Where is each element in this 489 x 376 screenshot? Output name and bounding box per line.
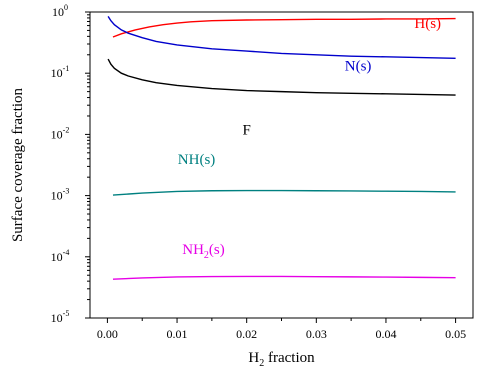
x-tick-label: 0.01 [167, 327, 188, 341]
y-tick-exponent: -2 [63, 125, 70, 134]
x-tick-label: 0.02 [236, 327, 257, 341]
series-label: NH2(s) [182, 242, 225, 261]
series-line [107, 15, 456, 60]
series-label-subscript: 2 [204, 250, 209, 261]
y-tick-base: 10 [51, 311, 63, 325]
series-label: F [243, 122, 251, 138]
y-tick-base: 10 [51, 127, 63, 141]
x-title-rest: fraction [264, 350, 315, 366]
x-title-main: H [248, 350, 259, 366]
y-tick-label: 10-2 [51, 125, 70, 141]
series-line [107, 58, 456, 96]
y-tick-label: 10-5 [51, 309, 70, 325]
series-line [112, 275, 456, 280]
series-label-main: NH(s) [178, 152, 216, 168]
series-label-rest: (s) [209, 242, 225, 258]
y-tick-exponent: 0 [64, 3, 68, 12]
series-label: H(s) [414, 16, 441, 32]
y-tick-label: 100 [52, 3, 68, 19]
y-tick-label: 10-3 [51, 187, 70, 203]
series-label: NH(s) [178, 152, 216, 168]
x-tick-label: 0.03 [306, 327, 327, 341]
x-tick-label: 0.00 [97, 327, 118, 341]
y-tick-base: 10 [51, 189, 63, 203]
y-tick-base: 10 [52, 5, 64, 19]
series-label: N(s) [345, 59, 372, 75]
series-labels: H(s)N(s)FNH(s)NH2(s) [178, 16, 441, 261]
y-tick-base: 10 [51, 66, 63, 80]
x-tick-label: 0.05 [445, 327, 466, 341]
y-tick-exponent: -1 [63, 64, 70, 73]
x-axis-title: H2 fraction [248, 350, 315, 369]
series-lines [107, 15, 456, 280]
y-tick-exponent: -5 [63, 309, 70, 318]
series-line [112, 189, 456, 196]
y-axis-title: Surface coverage fraction [10, 87, 26, 242]
y-tick-exponent: -4 [63, 248, 70, 257]
series-label-main: N(s) [345, 59, 372, 75]
series-label-main: NH [182, 242, 204, 258]
y-tick-label: 10-4 [51, 248, 70, 264]
x-axis: 0.00 0.01 0.02 0.03 0.04 0.05 [97, 318, 466, 341]
series-line [112, 17, 456, 38]
y-tick-exponent: -3 [63, 187, 70, 196]
x-tick-label: 0.04 [375, 327, 396, 341]
series-label-main: F [243, 122, 251, 138]
y-tick-base: 10 [51, 250, 63, 264]
series-label-main: H(s) [414, 16, 441, 32]
y-tick-label: 10-1 [51, 64, 70, 80]
x-title-subscript: 2 [259, 358, 264, 369]
